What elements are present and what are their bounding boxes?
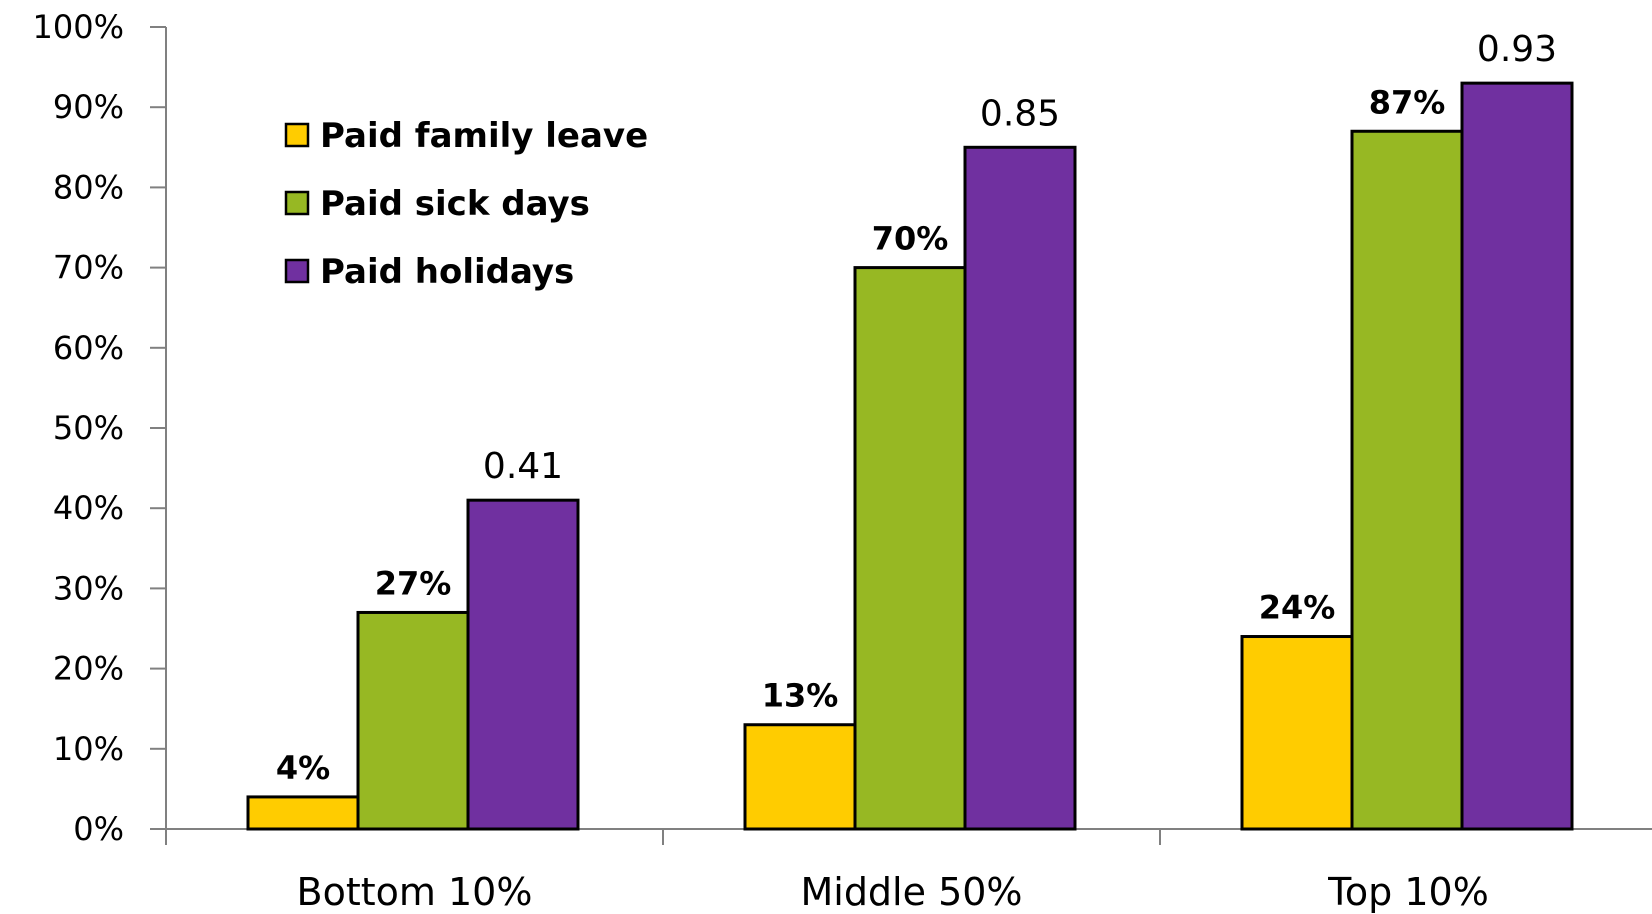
y-tick-label: 70% <box>53 249 124 287</box>
y-tick-label: 80% <box>53 168 124 206</box>
legend-entry: Paid holidays <box>320 252 574 292</box>
y-tick-label: 10% <box>53 730 124 768</box>
data-label: 0.85 <box>980 93 1060 134</box>
x-category-label: Middle 50% <box>800 870 1022 914</box>
y-tick-label: 0% <box>73 810 124 848</box>
bar <box>1350 129 1464 831</box>
bar <box>963 145 1077 831</box>
bar <box>1240 635 1354 831</box>
legend-swatch <box>284 190 310 216</box>
legend: Paid family leave Paid sick days Paid holi… <box>284 116 648 292</box>
data-labels: 4% 27% 0.41 13% 70% 0.85 24% 87% 0.93 <box>276 29 1557 787</box>
data-label: 0.41 <box>483 446 563 487</box>
legend-entry: Paid family leave <box>320 116 648 156</box>
x-category-label: Top 10% <box>1327 870 1489 914</box>
bar <box>743 723 857 831</box>
y-tick-label: 20% <box>53 650 124 688</box>
legend-entry: Paid sick days <box>320 184 590 224</box>
data-label: 27% <box>375 564 452 602</box>
y-tick-label: 90% <box>53 88 124 126</box>
legend-swatch <box>284 122 310 148</box>
y-tick-label: 60% <box>53 329 124 367</box>
data-label: 13% <box>762 677 839 715</box>
y-tick-label: 30% <box>53 569 124 607</box>
data-label: 24% <box>1259 589 1336 627</box>
bars <box>246 81 1574 831</box>
axes: 0% 10% 20% 30% 40% 50% 60% 70% 80% 90% 100% Bottom … <box>33 8 1652 914</box>
y-tick-label: 100% <box>33 8 124 46</box>
bar <box>246 795 360 831</box>
data-label: 0.93 <box>1477 29 1557 70</box>
x-category-label: Bottom 10% <box>297 870 533 914</box>
y-tick-label: 40% <box>53 489 124 527</box>
y-tick-label: 50% <box>53 409 124 447</box>
bar <box>1460 81 1574 831</box>
bar <box>356 610 470 831</box>
bar <box>853 266 967 831</box>
data-label: 87% <box>1369 83 1446 121</box>
data-label: 70% <box>872 220 949 258</box>
data-label: 4% <box>276 749 330 787</box>
legend-swatch <box>284 258 310 284</box>
bar <box>466 498 580 831</box>
